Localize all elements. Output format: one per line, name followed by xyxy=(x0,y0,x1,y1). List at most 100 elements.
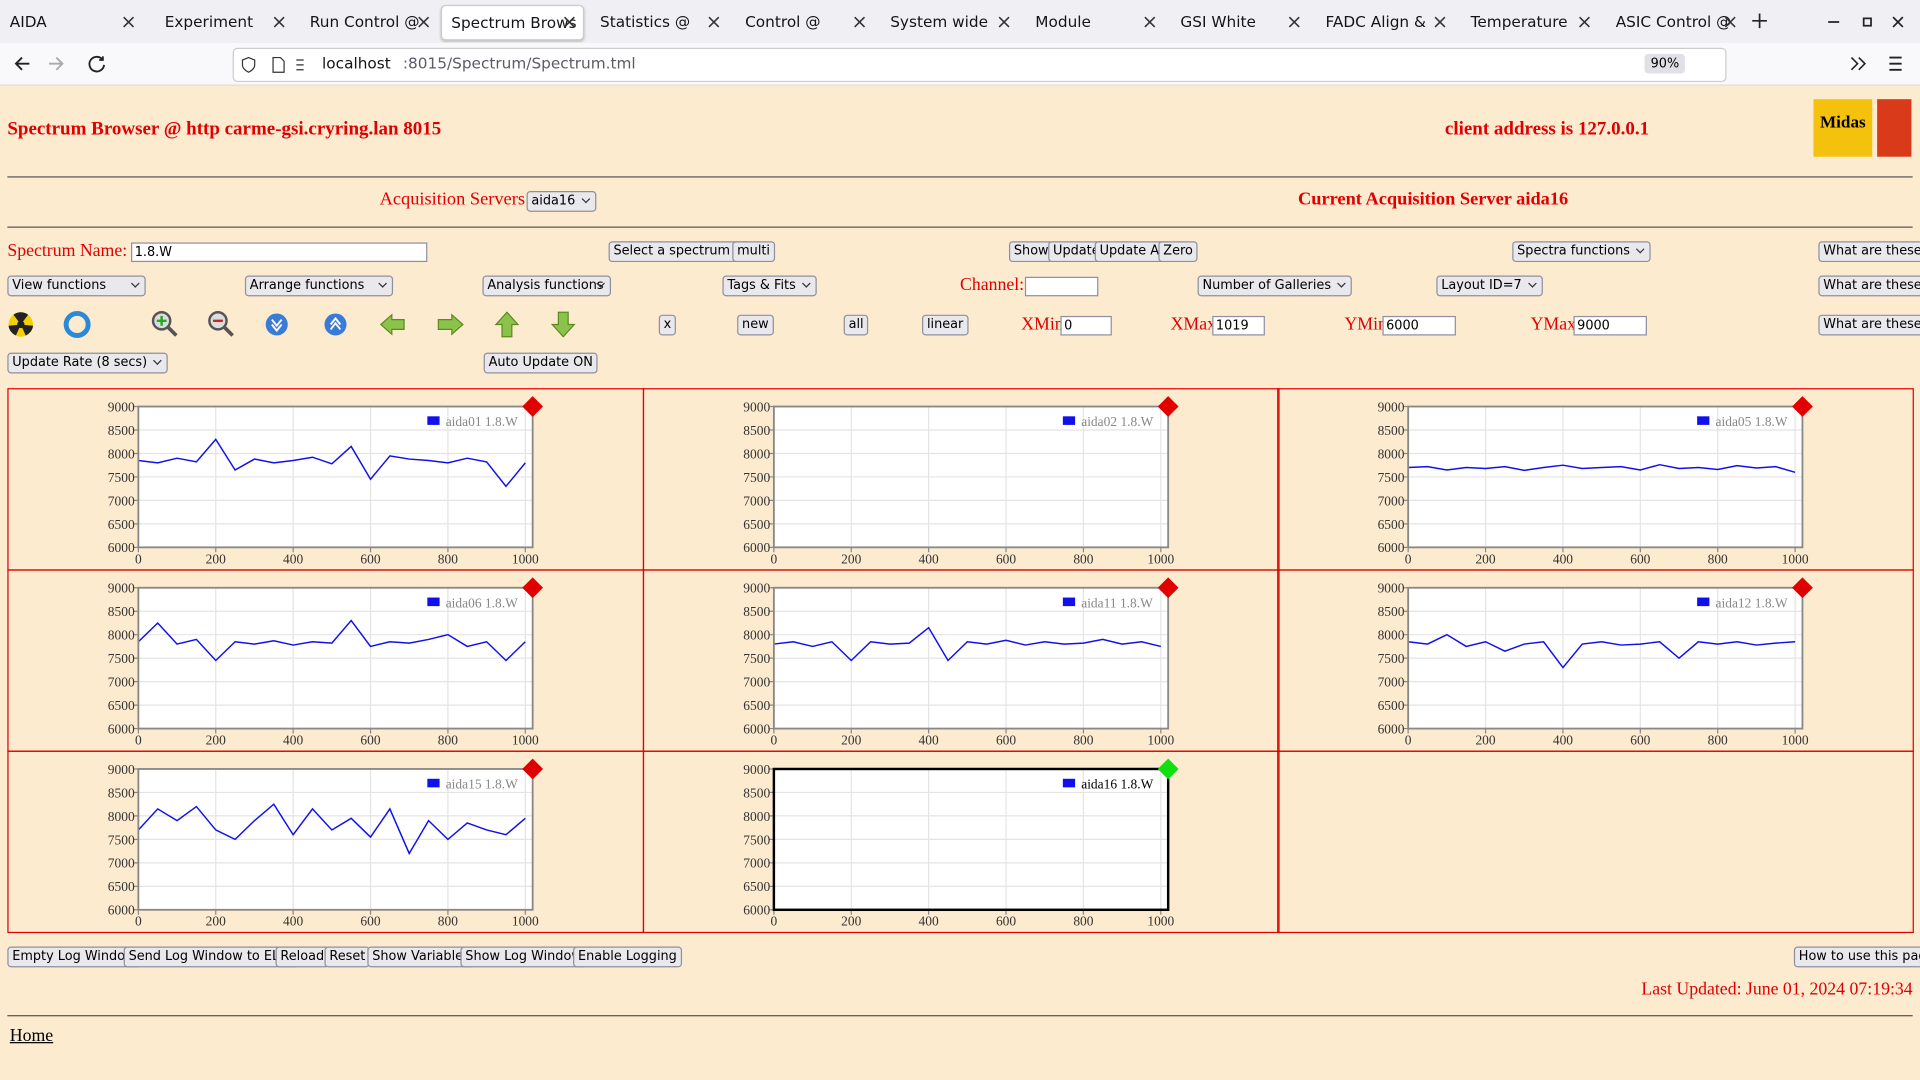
legend-swatch xyxy=(1063,779,1075,788)
y-tick-label: 8000 xyxy=(108,628,135,643)
window-controls[interactable] xyxy=(1824,12,1910,32)
tab[interactable]: Control @ carme xyxy=(735,5,867,38)
footer-button[interactable]: Show Variables xyxy=(367,947,474,968)
help-button[interactable]: What are these? xyxy=(1818,276,1920,297)
tab[interactable]: FADC Align & Co xyxy=(1316,5,1448,38)
nav-buttons[interactable] xyxy=(12,54,110,74)
analysis-functions[interactable]: Analysis functions xyxy=(482,276,611,297)
tab-close[interactable] xyxy=(563,16,575,28)
tags-fits[interactable]: Tags & Fits xyxy=(722,276,816,297)
tab-close[interactable] xyxy=(1578,16,1590,28)
x-tick-label: 1000 xyxy=(512,914,539,929)
tab[interactable]: GSI White Rabbit xyxy=(1171,5,1303,38)
new-tab[interactable] xyxy=(1751,12,1768,29)
tab-close[interactable] xyxy=(1433,16,1445,28)
tab-close[interactable] xyxy=(708,16,720,28)
chart: 6000650070007500800085009000020040060080… xyxy=(644,752,1278,932)
footer-button[interactable]: Enable Logging xyxy=(573,947,682,968)
zero-button[interactable]: Zero xyxy=(1158,241,1197,262)
channel-label: Channel: xyxy=(960,276,1024,297)
tab[interactable]: Statistics @ carm xyxy=(590,5,722,38)
tab-close[interactable] xyxy=(1723,16,1735,28)
legend-swatch xyxy=(427,779,439,788)
y-tick-label: 6500 xyxy=(108,517,135,532)
footer-button[interactable]: Reload xyxy=(276,947,330,968)
xmin-input[interactable]: 0 xyxy=(1060,316,1111,336)
tab[interactable]: Experiment Cont xyxy=(155,5,287,38)
all-button[interactable]: all xyxy=(844,315,869,336)
tab-close-icon xyxy=(1144,17,1154,27)
tab[interactable]: Module Settings xyxy=(1026,5,1158,38)
y-tick-label: 6500 xyxy=(743,698,770,713)
y-tick-label: 6000 xyxy=(1378,721,1405,736)
linear-button[interactable]: linear xyxy=(922,315,968,336)
midas-logo: Midas xyxy=(1813,99,1872,157)
help-page-button[interactable]: How to use this page xyxy=(1794,947,1920,968)
view-functions[interactable]: View functions xyxy=(7,276,145,297)
footer-button[interactable]: Show Log Window xyxy=(460,947,586,968)
legend-label: aida15 1.8.W xyxy=(446,777,518,792)
update-rate[interactable]: Update Rate (8 secs) xyxy=(7,353,168,374)
xmax-input[interactable]: 1019 xyxy=(1212,316,1265,336)
gallery-panel: 6000650070007500800085009000020040060080… xyxy=(7,388,644,570)
x-tick-label: 800 xyxy=(1073,551,1093,566)
y-tick-label: 6000 xyxy=(743,540,770,555)
url-bar[interactable]: localhost :8015/Spectrum/Spectrum.tml 90… xyxy=(233,48,1727,82)
divider xyxy=(7,1015,1912,1016)
tab-close[interactable] xyxy=(418,16,430,28)
spectrum-name-input[interactable]: 1.8.W xyxy=(131,242,427,262)
tab-close[interactable] xyxy=(853,16,865,28)
ymin-input[interactable]: 6000 xyxy=(1382,316,1455,336)
x-tick-label: 600 xyxy=(996,914,1016,929)
y-tick-label: 7500 xyxy=(108,832,135,847)
x-button[interactable]: x xyxy=(659,315,676,336)
layout-select[interactable]: Layout ID=7 xyxy=(1436,276,1542,297)
menu-icons[interactable] xyxy=(1849,54,1905,74)
zoom[interactable]: 90% xyxy=(1644,54,1685,74)
help-button[interactable]: What are these? xyxy=(1818,241,1920,262)
y-tick-label: 9000 xyxy=(1378,399,1405,414)
auto-update-button[interactable]: Auto Update ON xyxy=(484,353,598,374)
tab-close[interactable] xyxy=(1288,16,1300,28)
tab-close[interactable] xyxy=(272,16,284,28)
tab-close[interactable] xyxy=(122,16,134,28)
tab[interactable]: Run Control @ c xyxy=(300,5,432,38)
channel-input[interactable] xyxy=(1025,277,1098,297)
ymax-input[interactable]: 9000 xyxy=(1573,316,1646,336)
x-tick-label: 600 xyxy=(996,551,1016,566)
x-tick-label: 0 xyxy=(1405,732,1412,747)
show-button[interactable]: Show xyxy=(1009,241,1054,262)
legend-swatch xyxy=(1697,416,1709,425)
number-of-galleries[interactable]: Number of Galleries xyxy=(1198,276,1352,297)
legend-label: aida06 1.8.W xyxy=(446,595,518,610)
divider xyxy=(7,227,1912,228)
tab[interactable]: System wide Che xyxy=(880,5,1012,38)
tab-close[interactable] xyxy=(998,16,1010,28)
multi-button[interactable]: multi xyxy=(732,241,775,262)
tool-icons[interactable] xyxy=(7,310,583,342)
url-host: localhost xyxy=(322,54,391,72)
x-tick-label: 0 xyxy=(135,551,142,566)
arrange-functions[interactable]: Arrange functions xyxy=(245,276,393,297)
footer-button[interactable]: Reset xyxy=(324,947,370,968)
tab[interactable]: ASIC Control @ xyxy=(1606,5,1738,38)
tab[interactable]: AIDA xyxy=(0,5,132,38)
footer-button[interactable]: Empty Log Window xyxy=(7,947,140,968)
new-button[interactable]: new xyxy=(737,315,773,336)
tab[interactable]: Temperature and xyxy=(1461,5,1593,38)
x-tick-label: 600 xyxy=(360,551,380,566)
home-link[interactable]: Home xyxy=(10,1026,53,1047)
x-tick-label: 800 xyxy=(1073,732,1093,747)
server-select[interactable]: aida16 xyxy=(527,191,597,212)
y-tick-label: 8000 xyxy=(108,446,135,461)
nav-bar: localhost :8015/Spectrum/Spectrum.tml 90… xyxy=(0,43,1920,86)
x-tick-label: 200 xyxy=(841,732,861,747)
help-button[interactable]: What are these? xyxy=(1818,315,1920,336)
url-icons xyxy=(241,56,305,73)
y-tick-label: 7500 xyxy=(743,651,770,666)
tab-close[interactable] xyxy=(1143,16,1155,28)
footer-button[interactable]: Send Log Window to ELog xyxy=(124,947,300,968)
select-spectrum[interactable]: Select a spectrum xyxy=(609,241,751,262)
x-tick-label: 1000 xyxy=(1782,732,1809,747)
spectra-functions[interactable]: Spectra functions xyxy=(1512,241,1651,262)
